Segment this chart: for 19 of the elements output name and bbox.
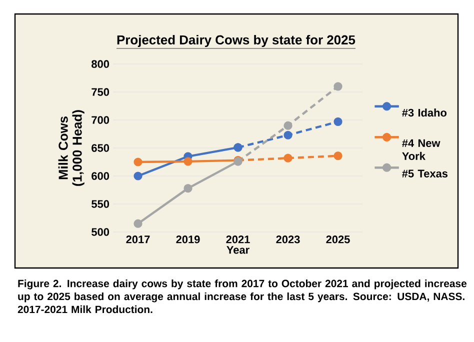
- y-tick-label: 550: [92, 200, 110, 208]
- x-tick-label: 2025: [326, 236, 350, 244]
- y-tick-label: 700: [92, 116, 110, 124]
- legend-label: #5 Texas: [402, 170, 448, 178]
- x-axis-title: Year: [226, 246, 250, 254]
- chart-title: Projected Dairy Cows by state for 2025: [117, 34, 356, 48]
- y-tick-label: 500: [92, 228, 110, 236]
- x-tick-label: 2017: [126, 236, 150, 244]
- y-axis-title: Milk Cows (1,000 Head): [58, 110, 84, 186]
- x-tick-label: 2019: [176, 236, 200, 244]
- text: #4 New York: [402, 139, 440, 160]
- y-tick-label: 650: [92, 144, 110, 152]
- x-tick-label: 2021: [226, 236, 250, 244]
- y-tick-label: 600: [92, 172, 110, 180]
- y-tick-label: 800: [92, 60, 110, 68]
- x-tick-label: 2023: [276, 236, 300, 244]
- legend-label: #3 Idaho: [402, 108, 447, 117]
- caption: Figure 2. Increase dairy cows by state from 2017 to October 2021 and projected increase up to 2025 based on average annual increase for the last 5 years. Source: USDA, NASS. 2017-2021 Milk Production.: [18, 280, 467, 314]
- y-tick-label: 750: [92, 88, 110, 96]
